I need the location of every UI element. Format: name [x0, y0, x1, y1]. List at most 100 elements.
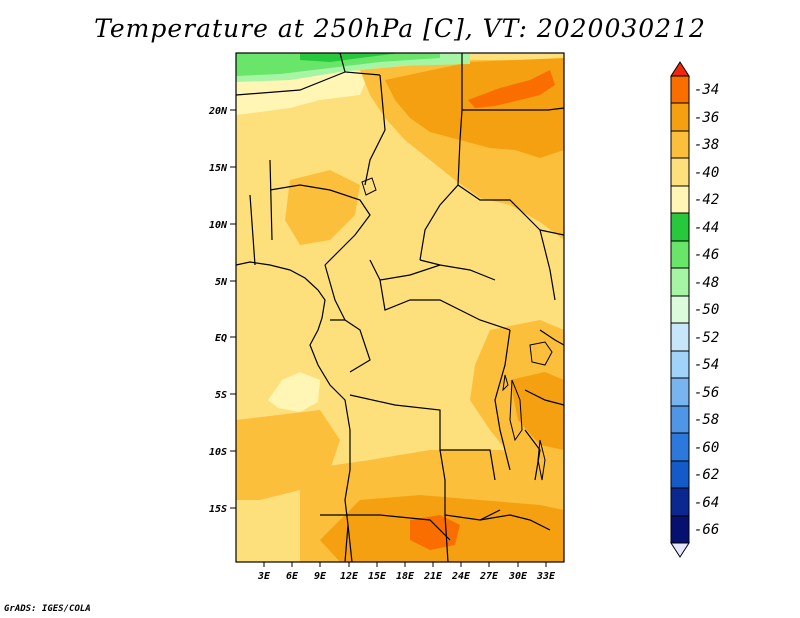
legend-label: -34 [694, 82, 719, 98]
field-green-mid [236, 53, 440, 76]
credit-text: GrADS: IGES/COLA [4, 604, 91, 614]
lon-label: 24E [451, 571, 471, 582]
border-namibia [344, 524, 349, 562]
lon-label: 9E [314, 571, 327, 582]
field-warm-center [285, 170, 360, 245]
legend-swatch [670, 75, 690, 104]
legend-swatch [670, 185, 690, 214]
border-drc-east [494, 329, 511, 471]
legend-cap-bottom [670, 542, 690, 558]
legend-label: -48 [694, 275, 719, 291]
field-light-south [268, 372, 320, 412]
lat-label: 15S [209, 504, 227, 515]
lake-malawi [537, 439, 546, 481]
lake-chad [361, 177, 377, 196]
border-nigeria [269, 184, 371, 266]
lat-label: 15N [209, 163, 228, 174]
lat-label: 10S [209, 447, 227, 458]
legend-label: -56 [694, 385, 719, 401]
lon-label: 27E [479, 571, 499, 582]
legend-label: -50 [694, 302, 719, 318]
legend-label: -58 [694, 412, 719, 428]
legend-cap-top [670, 61, 690, 77]
border-mali-niger [236, 71, 346, 96]
temperature-field [236, 53, 564, 562]
lat-label: 10N [209, 220, 228, 231]
border-kenya [539, 329, 564, 346]
legend-label: -40 [694, 165, 719, 181]
border-sudan-south [419, 184, 556, 301]
border-tanzania [524, 389, 564, 406]
legend-swatch [670, 295, 690, 324]
lake-victoria [529, 341, 553, 366]
border-angola-namibia [320, 514, 451, 541]
legend-swatch [670, 157, 690, 187]
legend-labels: -34 -36 -38 -40 -42 -44 -46 -48 -50 -52 … [694, 82, 719, 538]
legend-swatch [670, 350, 690, 379]
legend-swatch [670, 130, 690, 159]
legend-label: -66 [694, 522, 719, 538]
lakes [361, 177, 553, 481]
border-malawi [524, 429, 541, 481]
legend-label: -60 [694, 440, 719, 456]
border-ghana [249, 194, 256, 266]
lat-label: EQ [215, 333, 227, 344]
lon-ticks [263, 562, 547, 567]
border-car [369, 259, 496, 281]
legend-swatch [670, 515, 690, 544]
border-botswana [444, 514, 449, 562]
lake-tanganyika [509, 379, 523, 442]
legend-label: -42 [694, 192, 719, 208]
lon-label: 12E [340, 571, 359, 582]
lat-label: 5N [215, 277, 228, 288]
legend-label: -64 [694, 495, 719, 511]
border-chad-sudan [419, 109, 463, 261]
border-zambia-zimbabwe [479, 514, 551, 531]
legend-label: -54 [694, 357, 719, 373]
legend-swatch [670, 102, 690, 132]
field-green-dark [300, 53, 400, 62]
border-sudan-egypt [462, 107, 564, 111]
border-benin [269, 159, 273, 241]
legend-swatch [670, 432, 690, 462]
lon-label: 30E [508, 571, 528, 582]
border-congo [344, 319, 371, 373]
lon-label: 33E [536, 571, 556, 582]
lat-ticks [230, 109, 236, 509]
border-ethiopia [539, 229, 564, 236]
legend-label: -62 [694, 467, 719, 483]
country-borders [236, 53, 564, 562]
legend-swatch [670, 322, 690, 352]
border-drc-north [379, 279, 511, 331]
border-cameroon [324, 264, 346, 321]
lat-labels: 20N 15N 10N 5N EQ 5S 10S 15S [208, 106, 228, 515]
field-orange-northeast [468, 70, 555, 108]
lat-label: 5S [215, 390, 227, 401]
lake-kivu [502, 374, 509, 392]
legend-swatch [670, 405, 690, 434]
legend-label: -44 [694, 220, 719, 236]
field-orange-south [410, 515, 460, 550]
legend-swatch [670, 240, 690, 269]
coastline [236, 261, 353, 562]
color-bar [670, 61, 690, 558]
legend-label: -38 [694, 137, 719, 153]
map-frame [235, 52, 565, 563]
legend-swatch [670, 487, 690, 517]
legend-swatch [670, 212, 690, 242]
legend-label: -46 [694, 247, 719, 263]
legend-label: -36 [694, 110, 719, 126]
lon-label: 3E [257, 571, 271, 582]
lon-label: 18E [396, 571, 415, 582]
legend-label: -52 [694, 330, 719, 346]
map-title: Temperature at 250hPa [C], VT: 202003021… [94, 14, 706, 43]
border-drc-angola [349, 394, 496, 481]
lon-label: 15E [368, 571, 387, 582]
field-warmer-east [510, 372, 564, 450]
lon-label: 6E [286, 571, 299, 582]
legend-swatch [670, 460, 690, 489]
legend-swatch [670, 377, 690, 407]
legend-swatch [670, 267, 690, 297]
lon-label: 21E [423, 571, 443, 582]
